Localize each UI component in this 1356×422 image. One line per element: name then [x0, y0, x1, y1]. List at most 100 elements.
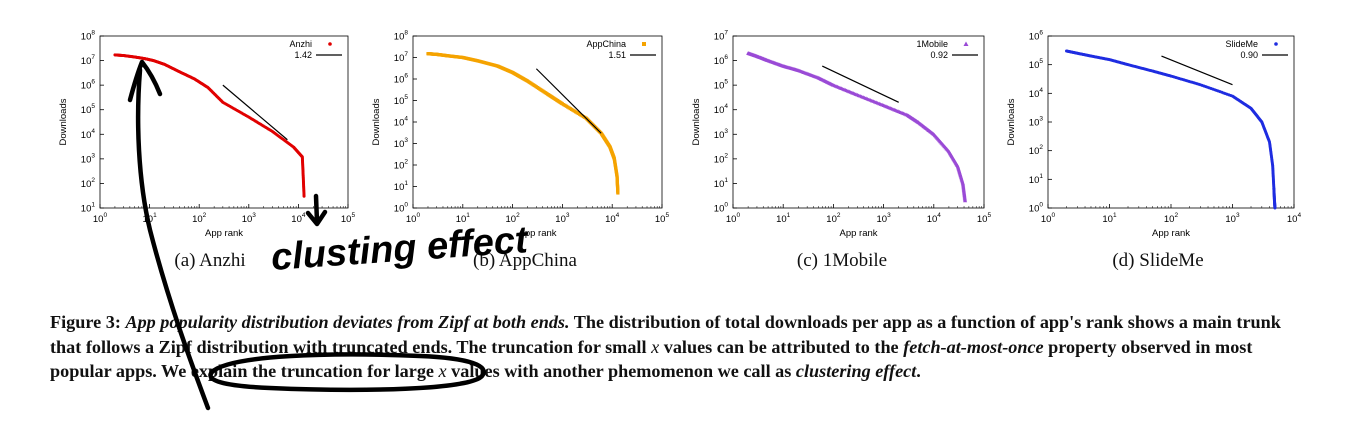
- x-tick-label: 103: [242, 212, 257, 225]
- y-tick-label: 100: [1029, 202, 1044, 215]
- legend-label: 0.92: [930, 50, 948, 60]
- x-tick-label: 101: [142, 212, 157, 225]
- x-tick-label: 105: [655, 212, 670, 225]
- legend-swatch: [963, 41, 969, 46]
- legend-label: AppChina: [586, 39, 626, 49]
- y-tick-label: 100: [394, 202, 409, 215]
- y-tick-label: 101: [81, 202, 96, 215]
- legend-label: SlideMe: [1225, 39, 1258, 49]
- y-tick-label: 104: [1029, 87, 1044, 100]
- y-tick-label: 106: [81, 79, 96, 92]
- x-axis-label: App rank: [518, 228, 556, 239]
- legend-label: 1.51: [608, 50, 626, 60]
- y-tick-label: 103: [394, 137, 409, 150]
- legend-swatch: [328, 42, 332, 46]
- x-tick-label: 104: [605, 212, 620, 225]
- y-tick-label: 101: [714, 177, 729, 190]
- legend-label: 1.42: [294, 50, 312, 60]
- y-axis-label: Downloads: [1006, 98, 1017, 145]
- panel-caption-c: (c) 1Mobile: [796, 250, 888, 271]
- y-tick-label: 108: [81, 30, 96, 43]
- x-tick-label: 105: [977, 212, 992, 225]
- figure-label: Figure 3:: [50, 312, 121, 332]
- x-tick-label: 103: [876, 212, 891, 225]
- caption-end: .: [916, 361, 921, 381]
- legend-swatch: [1274, 42, 1278, 46]
- x-tick-label: 104: [1287, 212, 1302, 225]
- x-tick-label: 100: [406, 212, 421, 225]
- figure-caption: Figure 3: App popularity distribution de…: [50, 310, 1308, 384]
- y-tick-label: 103: [714, 128, 729, 141]
- y-tick-label: 107: [714, 30, 729, 43]
- series-trunk: [428, 52, 619, 194]
- y-tick-label: 103: [81, 152, 96, 165]
- x-tick-label: 104: [291, 212, 306, 225]
- y-tick-label: 101: [1029, 173, 1044, 186]
- y-tick-label: 102: [714, 152, 729, 165]
- y-tick-label: 107: [394, 51, 409, 64]
- caption-term-clustering-effect: clustering effect: [795, 361, 917, 381]
- x-tick-label: 102: [826, 212, 841, 225]
- zipf-fit-line: [535, 68, 602, 134]
- chart-panel-0: 100 101 102 103 104 1051011021031041051061071…: [58, 30, 355, 240]
- x-axis-label: App rank: [1152, 228, 1190, 239]
- y-tick-label: 106: [1029, 30, 1044, 43]
- legend-label: 1Mobile: [916, 39, 948, 49]
- x-axis-label: App rank: [205, 228, 243, 239]
- x-tick-label: 100: [93, 212, 108, 225]
- zipf-fit-line: [822, 65, 899, 103]
- chart-panel-2: 100 101 102 103 104 105 100 101 102 103 104 105 106 1…: [691, 30, 991, 240]
- y-tick-label: 102: [394, 159, 409, 172]
- x-tick-label: 103: [1225, 212, 1240, 225]
- caption-body-2: values can be attributed to the: [663, 336, 899, 357]
- y-axis-label: Downloads: [691, 98, 702, 145]
- x-tick-label: 100: [726, 212, 741, 225]
- x-tick-label: 101: [776, 212, 791, 225]
- panel-caption-d: (d) SlideMe: [1112, 250, 1204, 271]
- y-tick-label: 102: [1029, 144, 1044, 157]
- x-axis-label: App rank: [839, 228, 877, 239]
- x-tick-label: 104: [927, 212, 942, 225]
- y-tick-label: 106: [714, 54, 729, 67]
- plot-frame: [99, 35, 349, 209]
- y-tick-label: 107: [81, 54, 96, 67]
- series-trunk: [114, 53, 306, 197]
- y-tick-label: 106: [394, 73, 409, 86]
- zipf-fit-line: [1161, 55, 1233, 86]
- y-axis-label: Downloads: [58, 98, 69, 145]
- y-tick-label: 102: [81, 177, 96, 190]
- caption-x-variable-2: x: [438, 361, 447, 381]
- zipf-fit-line: [222, 84, 288, 141]
- figure-title: App popularity distribution deviates fro…: [125, 312, 570, 332]
- y-tick-label: 101: [394, 180, 409, 193]
- plot-frame: [732, 35, 985, 209]
- y-tick-label: 100: [714, 202, 729, 215]
- caption-term-fetch-at-most-once: fetch-at-most-once: [903, 336, 1044, 357]
- plot-frame: [412, 35, 663, 209]
- x-tick-label: 102: [192, 212, 207, 225]
- x-tick-label: 103: [555, 212, 570, 225]
- x-tick-label: 101: [1102, 212, 1117, 225]
- x-tick-label: 100: [1041, 212, 1056, 225]
- y-tick-label: 104: [714, 103, 729, 116]
- y-tick-label: 105: [714, 79, 729, 92]
- legend-label: 0.90: [1240, 50, 1258, 60]
- y-tick-label: 105: [1029, 58, 1044, 71]
- x-tick-label: 102: [505, 212, 520, 225]
- panel-caption-b: (b) AppChina: [473, 250, 577, 271]
- panel-caption-a: (a) Anzhi: [174, 250, 246, 271]
- x-tick-label: 102: [1164, 212, 1179, 225]
- y-tick-label: 103: [1029, 116, 1044, 129]
- legend-swatch: [642, 42, 646, 46]
- caption-x-variable: x: [651, 336, 660, 357]
- x-tick-label: 105: [341, 212, 356, 225]
- y-tick-label: 104: [81, 128, 96, 141]
- caption-body-4: values with another phemomenon we call a…: [451, 361, 792, 381]
- y-tick-label: 105: [81, 103, 96, 116]
- y-axis-label: Downloads: [371, 98, 382, 145]
- legend-label: Anzhi: [289, 39, 312, 49]
- x-tick-label: 101: [456, 212, 471, 225]
- series-trunk: [1066, 49, 1276, 208]
- y-tick-label: 105: [394, 94, 409, 107]
- chart-panel-1: 100 101 102 103 104 105 100 101 102 103 104 105 106 1…: [371, 30, 669, 240]
